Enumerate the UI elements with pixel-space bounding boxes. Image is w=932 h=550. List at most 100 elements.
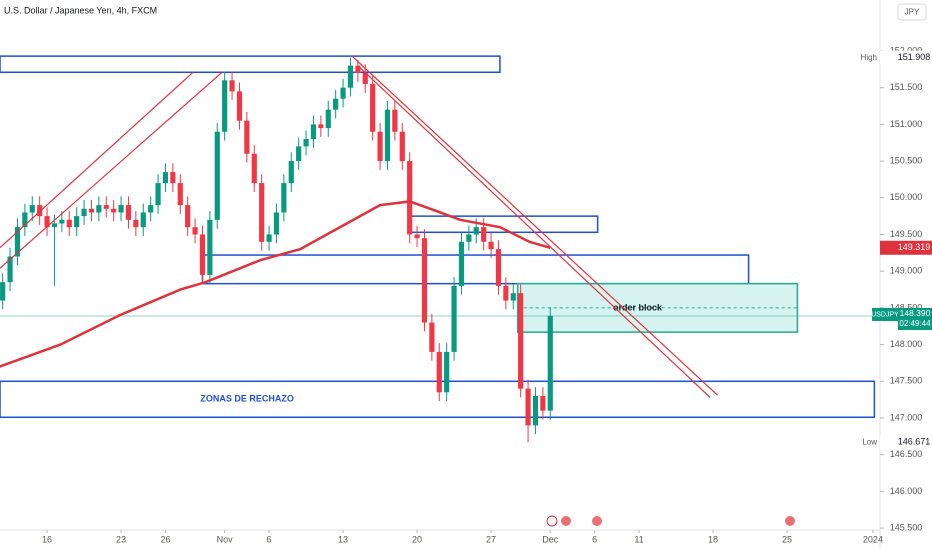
y-tick-label: 150.000 xyxy=(890,192,923,202)
y-tick-label: 150.500 xyxy=(890,155,923,165)
candle-body xyxy=(125,205,132,220)
low-label: Low xyxy=(862,437,877,446)
y-tick-label: 149.000 xyxy=(890,266,923,276)
candle-body xyxy=(488,241,494,250)
x-tick-label: 2024 xyxy=(863,534,883,544)
candle-body xyxy=(444,351,450,393)
candle-body xyxy=(310,124,317,140)
symbol-label: USDJPY xyxy=(871,311,899,318)
ma-value: 149.319 xyxy=(898,242,931,252)
candle-body xyxy=(273,212,280,235)
x-tick-label: 6 xyxy=(592,534,597,544)
candle-body xyxy=(525,388,531,426)
candle-body xyxy=(162,172,169,184)
y-tick-label: 147.000 xyxy=(890,412,923,422)
candle-body xyxy=(148,205,154,213)
zone-label: ZONAS DE RECHAZO xyxy=(200,394,294,404)
candle-body xyxy=(244,120,250,154)
trendline xyxy=(0,71,223,269)
candle-body xyxy=(37,205,43,217)
candle-body xyxy=(399,131,405,162)
x-tick-label: Nov xyxy=(217,534,234,544)
y-tick-label: 148.000 xyxy=(890,339,923,349)
ma-box xyxy=(880,240,932,255)
y-tick-label: 147.500 xyxy=(890,376,923,386)
event-icons xyxy=(546,515,795,527)
candle-body xyxy=(370,84,376,132)
trendline xyxy=(351,55,718,396)
candle-body xyxy=(29,205,35,213)
candle-body xyxy=(59,219,65,224)
candle-body xyxy=(251,153,257,184)
x-tick-label: Dec xyxy=(542,534,559,544)
candle-body xyxy=(518,293,524,389)
candle-body xyxy=(88,208,95,213)
candle-body xyxy=(66,219,72,228)
candle-body xyxy=(340,87,346,99)
candle-body xyxy=(296,146,302,162)
candle-body xyxy=(236,91,243,121)
axes: 152.000 151.500 151.000 150.500 150.000 149.5… xyxy=(42,45,932,544)
candle-body xyxy=(503,285,509,301)
y-tick-label: 151.500 xyxy=(890,82,923,92)
candle-body xyxy=(118,205,124,213)
y-tick-label: 149.500 xyxy=(890,229,923,239)
candle-body xyxy=(185,205,191,228)
trendline xyxy=(0,71,194,249)
candle-body xyxy=(436,351,442,393)
x-tick-label: 25 xyxy=(782,534,792,544)
chart-title: U.S. Dollar / Japanese Yen, 4h, FXCM xyxy=(4,5,157,15)
candle-body xyxy=(318,124,324,129)
candle-body xyxy=(74,216,80,228)
last-price-value: 148.390 xyxy=(900,308,931,318)
x-tick-label: 16 xyxy=(42,534,52,544)
last-price-box xyxy=(898,307,932,330)
candle-body xyxy=(22,212,28,228)
candle-body xyxy=(362,72,368,85)
symbol-box xyxy=(872,307,898,321)
candle-body xyxy=(384,109,391,162)
candle-body xyxy=(407,161,413,235)
candle-body xyxy=(177,183,183,206)
candle-body xyxy=(547,315,553,411)
candle-body xyxy=(170,172,176,184)
candle-body xyxy=(288,161,294,184)
candle-body xyxy=(495,249,502,286)
candle-body xyxy=(207,219,213,275)
candle-body xyxy=(229,80,235,92)
candle-body xyxy=(155,183,161,206)
candle-body xyxy=(303,139,309,147)
candle-body xyxy=(377,131,383,162)
candle-body xyxy=(473,227,479,235)
currency-label[interactable]: JPY xyxy=(905,8,920,17)
high-value: 151.908 xyxy=(898,52,931,62)
moving-average xyxy=(0,200,551,368)
y-tick-label: 148.500 xyxy=(890,302,923,312)
candle-body xyxy=(140,212,146,228)
x-tick-label: 23 xyxy=(116,534,126,544)
x-tick-label: 11 xyxy=(634,534,643,544)
low-value: 146.671 xyxy=(898,437,931,447)
candle-body xyxy=(0,282,6,301)
candle-body xyxy=(81,208,87,217)
currency-button[interactable] xyxy=(897,3,927,21)
candle-body xyxy=(259,183,265,242)
candle-body xyxy=(333,98,339,110)
candle-body xyxy=(532,395,539,426)
y-tick-label: 151.000 xyxy=(890,119,923,129)
candle-body xyxy=(458,241,465,286)
candle-body xyxy=(199,234,206,275)
candle-body xyxy=(481,227,487,242)
y-tick-label: 146.500 xyxy=(890,449,923,459)
candle-body xyxy=(222,80,228,132)
candle-body xyxy=(347,65,354,88)
candle-body xyxy=(414,234,420,239)
candle-body xyxy=(44,216,50,228)
candle-body xyxy=(392,109,398,132)
low-box xyxy=(880,435,932,450)
candle-body xyxy=(103,205,109,209)
x-tick-label: 13 xyxy=(338,534,348,544)
y-tick-label: 145.500 xyxy=(890,522,923,532)
